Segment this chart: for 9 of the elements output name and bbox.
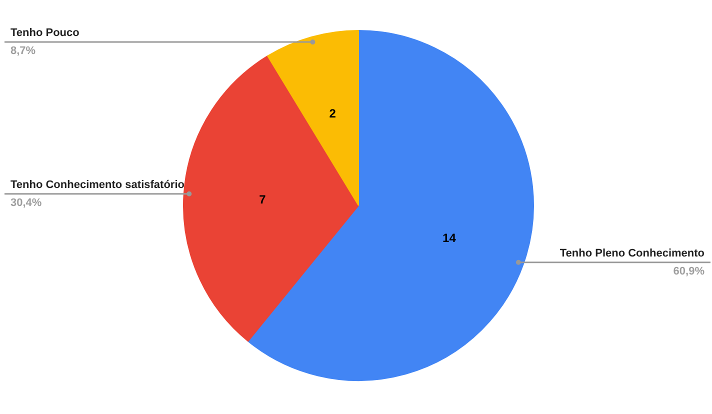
data-label: 7 (259, 192, 266, 206)
data-label: 2 (329, 106, 336, 120)
text: 30,4% (10, 196, 42, 209)
slice-label: Tenho Pouco (10, 27, 80, 40)
slice-label: Tenho Pleno Conhecimento (560, 247, 705, 260)
data-label: 14 (442, 231, 456, 246)
slice-label: Tenho Conhecimento satisfatório (10, 178, 185, 191)
text: 8,7% (10, 45, 36, 58)
text: 60,9% (673, 265, 705, 278)
